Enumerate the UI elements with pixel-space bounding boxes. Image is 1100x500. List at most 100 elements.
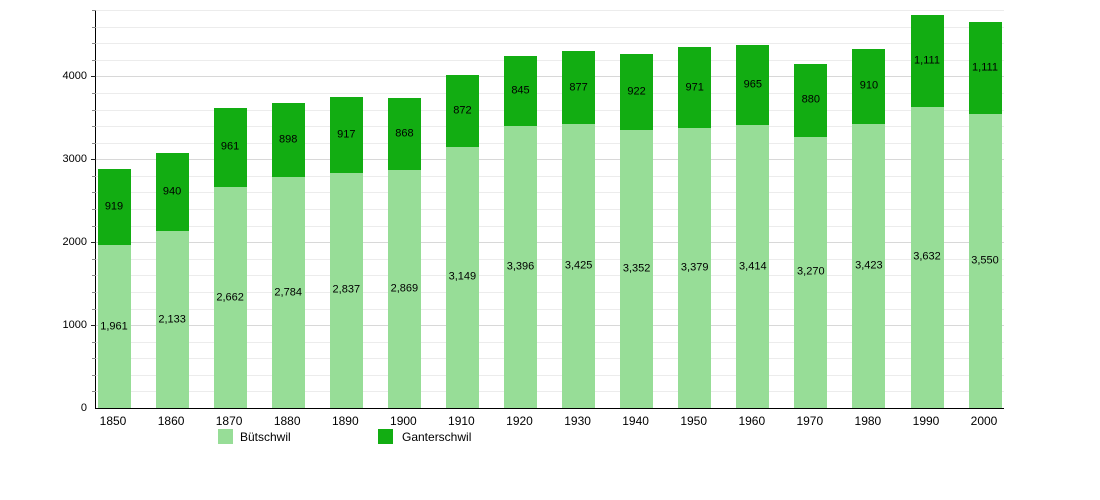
bar-segment-bütschwil-1870: [213, 187, 247, 408]
legend-label-butschwil: Bütschwil: [240, 430, 291, 444]
legend-label-ganterschwil: Ganterschwil: [402, 430, 472, 444]
value-label-bütschwil-1950: 3,379: [680, 261, 709, 274]
gridline: [96, 391, 1004, 393]
gridline: [96, 159, 1004, 161]
bar-segment-bütschwil-1930: [562, 124, 596, 408]
y-axis-tick: [92, 391, 96, 393]
gridline: [96, 325, 1004, 327]
value-label-ganterschwil-1950: 971: [685, 81, 704, 94]
x-axis-label: 1950: [680, 414, 708, 428]
y-axis-tick: [92, 59, 96, 61]
x-axis-label: 1850: [99, 414, 127, 428]
value-label-ganterschwil-1900: 868: [395, 127, 414, 140]
value-label-ganterschwil-1850: 919: [104, 200, 124, 213]
y-axis-tick: [92, 308, 96, 310]
gridline: [96, 308, 1004, 310]
y-axis-tick: [91, 159, 96, 161]
y-axis-tick: [92, 258, 96, 260]
value-label-ganterschwil-1910: 872: [453, 104, 472, 117]
value-label-ganterschwil-1980: 910: [859, 79, 879, 92]
value-label-ganterschwil-1960: 965: [743, 78, 762, 91]
y-axis-tick: [92, 291, 96, 293]
value-label-bütschwil-1890: 2,837: [332, 283, 361, 296]
x-axis-label: 1970: [796, 414, 824, 428]
value-label-bütschwil-1920: 3,396: [506, 260, 535, 273]
legend-swatch-ganterschwil: [378, 429, 393, 444]
value-label-ganterschwil-1870: 961: [220, 140, 240, 153]
x-axis-label: 1980: [854, 414, 882, 428]
x-axis-label: 1940: [622, 414, 649, 428]
bar-segment-bütschwil-1900: [387, 170, 421, 408]
bar-segment-bütschwil-1980: [852, 124, 886, 408]
bar-segment-ganterschwil-1960: [736, 44, 770, 125]
value-label-bütschwil-1870: 2,662: [216, 291, 244, 304]
bar-segment-bütschwil-1890: [329, 172, 363, 408]
y-axis-tick: [92, 341, 96, 343]
value-label-bütschwil-1880: 2,784: [274, 286, 302, 299]
y-axis-tick: [92, 126, 96, 128]
gridline: [96, 374, 1004, 376]
y-axis-tick: [92, 358, 96, 360]
bar-segment-bütschwil-1940: [620, 130, 654, 408]
bar-segment-bütschwil-1920: [504, 126, 537, 408]
gridline: [96, 59, 1004, 61]
gridline: [96, 341, 1004, 343]
y-axis-tick: [92, 275, 96, 277]
bar-segment-ganterschwil-1880: [271, 102, 305, 178]
gridline: [96, 142, 1004, 144]
y-axis-label: 0: [80, 402, 87, 414]
x-axis-label: 1930: [564, 414, 591, 428]
y-axis-tick: [92, 225, 96, 227]
x-axis-label: 1890: [331, 414, 359, 428]
y-axis-tick: [92, 43, 96, 45]
bar-segment-ganterschwil-1850: [97, 169, 131, 246]
bar-segment-ganterschwil-1870: [213, 107, 247, 188]
y-axis-label: 2000: [62, 236, 87, 249]
bar-segment-ganterschwil-1930: [562, 51, 596, 124]
bar-segment-ganterschwil-1950: [678, 47, 712, 128]
value-label-ganterschwil-1930: 877: [569, 81, 588, 94]
y-axis-label: 1000: [62, 319, 87, 332]
value-label-ganterschwil-1890: 917: [337, 128, 356, 141]
bar-segment-bütschwil-1970: [794, 136, 828, 408]
gridline: [96, 291, 1004, 293]
value-label-ganterschwil-1990: 1,111: [914, 54, 940, 67]
gridline: [96, 275, 1004, 277]
y-axis-tick: [92, 374, 96, 376]
gridline: [96, 10, 1004, 11]
value-label-bütschwil-1980: 3,423: [855, 259, 883, 272]
y-axis-tick: [92, 10, 96, 11]
y-axis-label: 3000: [62, 153, 87, 166]
value-label-bütschwil-1900: 2,869: [390, 282, 419, 295]
bar-segment-ganterschwil-1970: [794, 63, 828, 137]
value-label-bütschwil-1970: 3,270: [797, 265, 825, 278]
x-axis-label: 1910: [448, 414, 475, 428]
bar-segment-ganterschwil-1980: [852, 48, 886, 125]
bar-segment-bütschwil-1960: [736, 124, 770, 408]
bar-segment-ganterschwil-1860: [155, 153, 189, 232]
value-label-bütschwil-1860: 2,133: [158, 313, 186, 326]
value-label-ganterschwil-1970: 880: [801, 93, 820, 106]
gridline: [96, 258, 1004, 260]
y-axis-tick: [92, 175, 96, 177]
y-axis-tick: [91, 325, 96, 327]
gridline: [96, 225, 1004, 227]
bar-segment-ganterschwil-1890: [329, 96, 363, 173]
bar-segment-ganterschwil-1900: [387, 98, 421, 171]
bar-segment-ganterschwil-1990: [910, 14, 944, 107]
gridline: [96, 92, 1004, 94]
bar-segment-bütschwil-1860: [155, 231, 189, 408]
value-label-bütschwil-1940: 3,352: [622, 262, 651, 275]
gridline: [96, 109, 1004, 111]
bar-segment-ganterschwil-1910: [445, 74, 479, 147]
x-axis-label: 1920: [506, 414, 533, 428]
x-axis-label: 1900: [390, 414, 417, 428]
y-axis-tick: [92, 92, 96, 94]
x-axis-label: 1990: [912, 414, 940, 428]
bar-segment-bütschwil-2000: [968, 113, 1002, 408]
value-label-bütschwil-1930: 3,425: [564, 259, 593, 272]
plot-area: 1,961 919 2,133 940 2,662 961 2,784 898 2,837 917…: [91, 10, 1004, 409]
value-label-ganterschwil-1860: 940: [162, 185, 182, 198]
y-axis-tick: [92, 142, 96, 144]
